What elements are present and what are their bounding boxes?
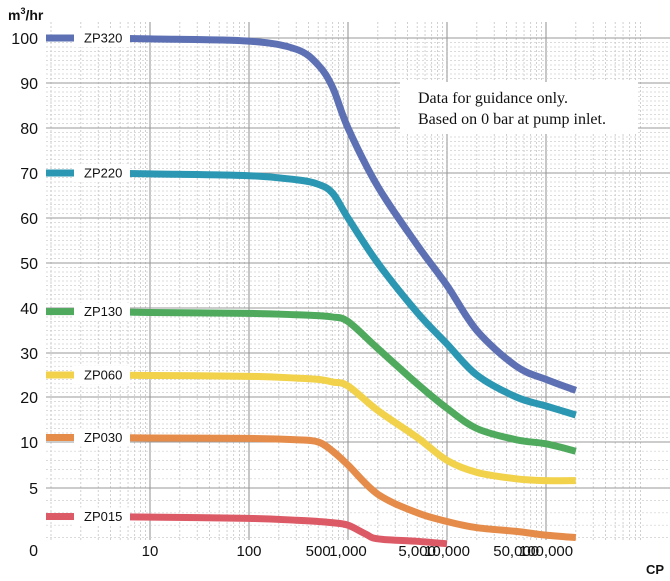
annotation-box: Data for guidance only. Based on 0 bar a… bbox=[400, 82, 638, 134]
x-tick-label: 10,000 bbox=[424, 543, 470, 560]
y-axis-label: m3/hr bbox=[8, 6, 44, 23]
legend-swatch-zp030 bbox=[46, 434, 74, 441]
series-line-zp060 bbox=[91, 371, 576, 485]
y-tick-label: 50 bbox=[20, 256, 38, 273]
x-tick-label: 50,000 bbox=[493, 543, 539, 560]
legend-swatch-zp320 bbox=[46, 34, 74, 42]
legend-label-bg bbox=[74, 428, 130, 447]
series-line-zp130 bbox=[91, 308, 577, 455]
legend: ZP320 ZP220 ZP130 ZP060 ZP030 ZP015 bbox=[46, 29, 130, 526]
y-tick-label: 90 bbox=[20, 76, 38, 93]
series-line-zp015 bbox=[91, 513, 448, 548]
legend-label-bg bbox=[74, 29, 130, 47]
legend-swatch-zp015 bbox=[46, 513, 74, 521]
x-tick-label: 100,000 bbox=[519, 543, 573, 560]
annotation-line-1: Data for guidance only. bbox=[418, 90, 568, 107]
annotation-line-2: Based on 0 bar at pump inlet. bbox=[418, 111, 606, 128]
major-gridlines bbox=[46, 37, 670, 489]
legend-label-zp130: ZP130 bbox=[84, 304, 122, 319]
y-tick-label: 40 bbox=[20, 301, 38, 318]
series-line-zp030 bbox=[91, 434, 577, 542]
series-line-zp320 bbox=[91, 34, 578, 394]
x-tick-label: 1,000 bbox=[329, 543, 367, 560]
x-tick-label: 10 bbox=[142, 543, 159, 560]
legend-label-bg bbox=[74, 507, 130, 526]
x-axis-label: CP bbox=[646, 562, 664, 577]
y-tick-label: 100 bbox=[11, 31, 38, 48]
y-tick-label: 10 bbox=[20, 435, 38, 452]
x-tick-label: 100 bbox=[236, 543, 261, 560]
y-tick-label: 60 bbox=[20, 211, 38, 228]
legend-label-zp015: ZP015 bbox=[84, 509, 122, 524]
x-tick-label: 500 bbox=[306, 543, 331, 560]
legend-label-bg bbox=[74, 302, 130, 321]
legend-swatch-zp130 bbox=[46, 308, 74, 316]
legend-label-zp320: ZP320 bbox=[84, 31, 122, 46]
x-tick-label: 5,000 bbox=[398, 543, 436, 560]
legend-label-zp060: ZP060 bbox=[84, 368, 122, 383]
legend-swatch-zp060 bbox=[46, 371, 74, 379]
series-line-zp220 bbox=[91, 169, 577, 419]
legend-label-bg bbox=[74, 366, 130, 384]
y-tick-label: 70 bbox=[20, 166, 38, 183]
y-tick-label: 80 bbox=[20, 121, 38, 138]
legend-label-zp030: ZP030 bbox=[84, 430, 122, 445]
minor-gridlines bbox=[46, 22, 670, 540]
y-tick-label: 30 bbox=[20, 346, 38, 363]
y-tick-label: 0 bbox=[29, 543, 38, 560]
legend-swatch-zp220 bbox=[46, 169, 74, 177]
series-curves bbox=[91, 34, 578, 548]
y-tick-label: 5 bbox=[29, 481, 38, 498]
y-tick-label: 20 bbox=[20, 390, 38, 407]
legend-label-bg bbox=[74, 164, 130, 182]
legend-label-zp220: ZP220 bbox=[84, 166, 122, 181]
